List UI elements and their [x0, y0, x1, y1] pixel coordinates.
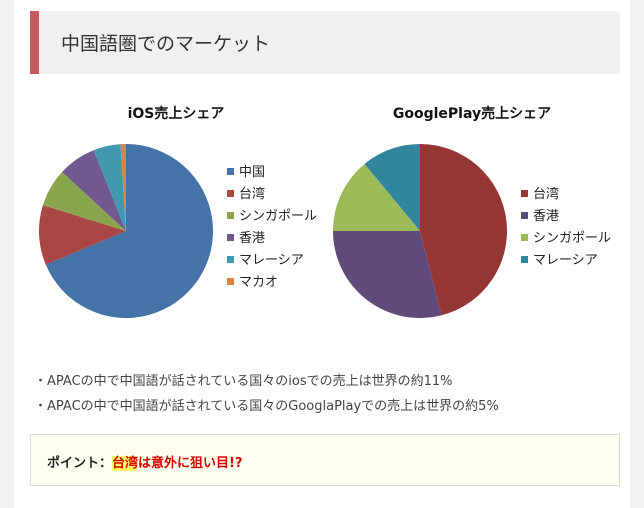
point-label: ポイント：: [47, 456, 113, 471]
legend-label: 中国: [239, 165, 265, 180]
legend-swatch: [227, 190, 234, 197]
pie-slice: [364, 144, 420, 231]
legend-swatch: [227, 278, 234, 285]
point-highlight: 台湾: [112, 456, 139, 471]
legend-swatch: [521, 190, 528, 197]
pie-slice: [120, 144, 126, 231]
pie-slice: [39, 205, 126, 265]
pie-slice: [333, 231, 442, 319]
point-box: ポイント：台湾は意外に狙い目!?: [30, 434, 620, 486]
legend-swatch: [227, 168, 234, 175]
legend-label: シンガポール: [239, 209, 317, 224]
content-card: 中国語圏でのマーケット iOS売上シェア 中国 台湾 シンガポール 香港 マレーシア マカ…: [14, 0, 630, 508]
pie-slice: [93, 144, 126, 231]
chart-title: iOS売上シェア: [128, 105, 225, 122]
legend-label: 台湾: [533, 186, 559, 202]
legend-label: 台湾: [239, 186, 265, 202]
chart-title: GooglePlay売上シェア: [393, 105, 551, 122]
pie-slices: [39, 144, 214, 318]
legend-label: マレーシア: [533, 253, 598, 268]
legend-swatch: [521, 256, 528, 263]
legend-label: 香港: [533, 209, 559, 224]
legend-label: シンガポール: [533, 231, 611, 246]
legend-swatch: [227, 212, 234, 219]
legend-swatch: [521, 234, 528, 241]
legend-swatch: [521, 212, 528, 219]
section-title: 中国語圏でのマーケット: [61, 33, 271, 55]
note-googleplay: ・APACの中で中国語が話されている国々のGooglaPlayでの売上は世界の約…: [34, 399, 499, 414]
legend-label: マカオ: [239, 275, 278, 290]
pie-slices: [333, 144, 508, 319]
legend-label: マレーシア: [239, 253, 304, 268]
pie-slice: [333, 163, 420, 231]
legend-swatch: [227, 234, 234, 241]
pie-slice: [45, 144, 214, 318]
note-ios: ・APACの中で中国語が話されている国々のiosでの売上は世界の約11%: [34, 374, 453, 389]
section-heading: 中国語圏でのマーケット: [30, 11, 620, 74]
pie-slice: [420, 144, 508, 316]
pie-slice: [42, 171, 126, 231]
legend-swatch: [227, 256, 234, 263]
point-message: は意外に狙い目!?: [138, 456, 243, 471]
pie-slice: [62, 150, 126, 231]
point-text: ポイント：台湾は意外に狙い目!?: [47, 452, 243, 471]
legend-label: 香港: [239, 231, 265, 246]
